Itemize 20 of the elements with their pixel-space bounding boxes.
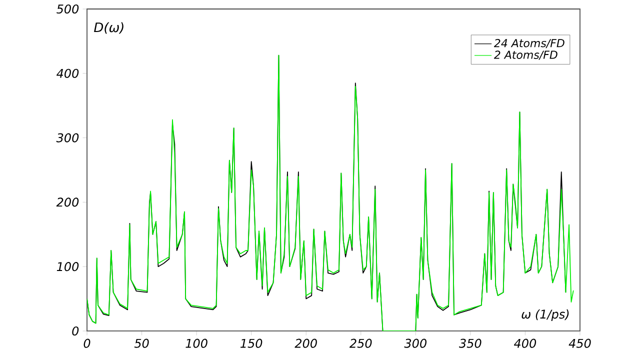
y-axis-title: D(ω) bbox=[94, 22, 124, 34]
x-tick-label: 50 bbox=[134, 338, 149, 348]
y-tick-label: 200 bbox=[56, 198, 79, 207]
y-tick-label: 100 bbox=[56, 262, 79, 272]
x-tick-label: 200 bbox=[294, 338, 317, 348]
x-tick-label: 150 bbox=[240, 338, 262, 348]
y-tick-label: 0 bbox=[72, 326, 79, 336]
x-tick-label: 400 bbox=[514, 338, 536, 348]
y-tick-label: 400 bbox=[56, 68, 79, 78]
x-axis-title: ω (1/ps) bbox=[522, 309, 569, 322]
x-tick-label: 300 bbox=[404, 338, 426, 348]
x-tick-label: 100 bbox=[186, 338, 208, 348]
legend-label: 24 Atoms/FD bbox=[494, 38, 564, 48]
legend-label: 2 Atoms/FD bbox=[494, 50, 558, 60]
x-tick-label: 450 bbox=[568, 338, 591, 348]
y-tick-label: 500 bbox=[56, 4, 79, 14]
y-tick-label: 300 bbox=[56, 133, 79, 142]
x-tick-label: 0 bbox=[84, 338, 90, 348]
x-tick-label: 250 bbox=[349, 338, 372, 348]
x-tick-label: 350 bbox=[459, 338, 482, 348]
